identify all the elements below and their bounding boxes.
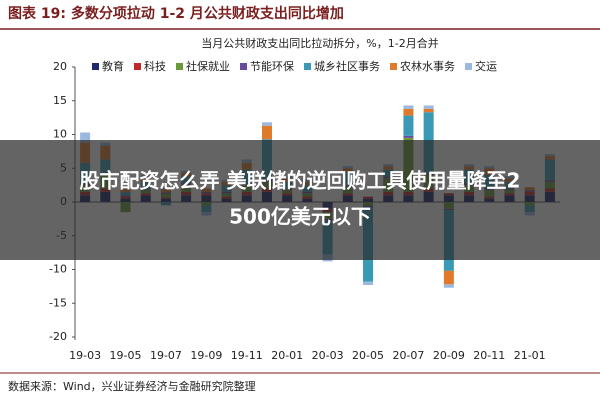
x-tick-label: 21-01 [514, 349, 546, 362]
legend-swatch [134, 63, 141, 70]
legend-label: 教育 [102, 59, 124, 73]
x-tick-label: 19-05 [110, 349, 142, 362]
source: 数据来源：Wind，兴业证券经济与金融研究院整理 [8, 379, 256, 393]
legend-label: 社保就业 [186, 59, 230, 73]
bar-segment [403, 135, 414, 138]
bar-segment [403, 115, 414, 136]
y-tick-label: -10 [49, 263, 67, 276]
x-tick-label: 19-03 [69, 349, 101, 362]
legend-swatch [92, 63, 99, 70]
bar-segment [403, 108, 414, 116]
legend-swatch [240, 63, 247, 70]
y-tick-label: -15 [49, 296, 67, 309]
legend-label: 城乡社区事务 [314, 59, 380, 73]
chart-title: 图表 19: 多数分项拉动 1-2 月公共财政支出同比增加 [8, 5, 344, 22]
bar-segment [443, 284, 454, 288]
legend-label: 交运 [475, 59, 497, 73]
y-tick-label: -20 [49, 330, 67, 343]
banner [0, 140, 600, 260]
legend-label: 农林水事务 [400, 59, 455, 73]
legend-swatch [176, 63, 183, 70]
legend-label: 科技 [144, 59, 166, 73]
banner-text: 500亿美元以下 [229, 205, 371, 229]
bar-segment [80, 132, 91, 143]
bar-segment [261, 125, 272, 140]
legend-swatch [390, 63, 397, 70]
bar-segment [423, 105, 434, 109]
y-tick-label: 15 [53, 94, 67, 107]
y-tick-label: 20 [53, 60, 67, 73]
x-tick-label: 19-11 [231, 349, 263, 362]
x-tick-label: 20-05 [352, 349, 384, 362]
x-tick-label: 20-09 [433, 349, 465, 362]
x-tick-label: 20-11 [473, 349, 505, 362]
x-tick-label: 20-07 [392, 349, 424, 362]
legend-swatch [304, 63, 311, 70]
x-tick-label: 19-09 [190, 349, 222, 362]
legend-label: 节能环保 [250, 59, 294, 73]
bar-segment [443, 270, 454, 285]
banner-text: 股市配资怎么弄 美联储的逆回购工具使用量降至2 [80, 169, 521, 193]
bar-segment [403, 105, 414, 109]
x-tick-label: 19-07 [150, 349, 182, 362]
bar-segment [423, 108, 434, 113]
legend-swatch [465, 63, 472, 70]
bar-segment [363, 281, 374, 286]
x-tick-label: 20-03 [312, 349, 344, 362]
bar-segment [261, 122, 272, 126]
x-tick-label: 20-01 [271, 349, 303, 362]
y-tick-label: 10 [53, 128, 67, 141]
chart-subtitle: 当月公共财政支出同比拉动拆分，%，1-2月合并 [201, 36, 438, 50]
